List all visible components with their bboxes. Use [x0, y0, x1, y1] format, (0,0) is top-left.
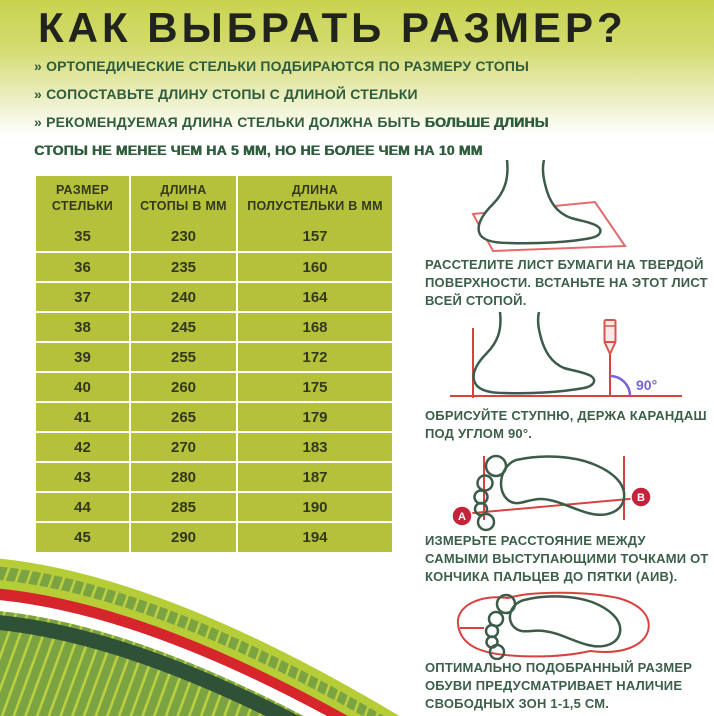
cell-foot-length: 260	[129, 371, 238, 403]
cell-foot-length: 255	[129, 341, 238, 373]
cell-size: 40	[36, 371, 131, 403]
swoosh-band-chartreuse	[0, 580, 363, 716]
column-header-half-insole-length: ДЛИНА ПОЛУСТЕЛЬКИ В ММ	[236, 176, 392, 222]
angle-arc	[609, 374, 632, 397]
foot-with-pencil-icon: 90°	[450, 312, 682, 398]
column-header-foot-length: ДЛИНА СТОПЫ В ММ	[129, 176, 238, 222]
cell-half-insole: 190	[236, 491, 392, 523]
table-row: 44 285 190	[36, 491, 392, 523]
foot-on-paper-icon	[471, 160, 627, 252]
cell-size: 42	[36, 431, 131, 463]
cell-half-insole: 164	[236, 281, 392, 313]
cell-size: 36	[36, 251, 131, 283]
cell-half-insole: 175	[236, 371, 392, 403]
cell-size: 43	[36, 461, 131, 493]
bullet-marker: »	[34, 114, 42, 130]
toe-circle	[473, 489, 489, 505]
sole-outline	[508, 595, 622, 648]
footprint-outline	[473, 454, 626, 532]
step-caption-2: ОБРИСУЙТЕ СТУПНЮ, ДЕРЖА КАРАНДАШ ПОД УГЛ…	[425, 408, 707, 441]
table-row: 42 270 183	[36, 431, 392, 463]
cell-size: 45	[36, 521, 131, 552]
table-row: 40 260 175	[36, 371, 392, 403]
step-caption-1: РАССТЕЛИТЕ ЛИСТ БУМАГИ НА ТВЕРДОЙ ПОВЕРХ…	[425, 257, 708, 308]
swoosh-band-dark-green	[0, 615, 299, 716]
point-a-label: А	[458, 511, 466, 523]
cell-size: 41	[36, 401, 131, 433]
step-caption-4: ОПТИМАЛЬНО ПОДОБРАННЫЙ РАЗМЕР ОБУВИ ПРЕД…	[425, 660, 693, 711]
table-row: 35 230 157	[36, 222, 392, 253]
bullet-marker: »	[34, 86, 42, 102]
column-header-insole-size: РАЗМЕР СТЕЛЬКИ	[36, 176, 131, 222]
cell-foot-length: 285	[129, 491, 238, 523]
step-caption-3: ИЗМЕРЬТЕ РАССТОЯНИЕ МЕЖДУ САМЫМИ ВЫСТУПА…	[425, 533, 709, 584]
pencil-icon	[603, 319, 617, 355]
table-row: 45 290 194	[36, 521, 392, 552]
table-row: 41 265 179	[36, 401, 392, 433]
cell-foot-length: 240	[129, 281, 238, 313]
bullet-text: СОПОСТАВЬТЕ ДЛИНУ СТОПЫ С ДЛИНОЙ СТЕЛЬКИ	[46, 86, 418, 102]
cell-half-insole: 179	[236, 401, 392, 433]
cell-half-insole: 183	[236, 431, 392, 463]
toe-circle	[484, 623, 500, 639]
table-row: 43 280 187	[36, 461, 392, 493]
bullet-line-3: » РЕКОМЕНДУЕМАЯ ДЛИНА СТЕЛЬКИ ДОЛЖНА БЫТ…	[34, 108, 594, 164]
bullet-text: РЕКОМЕНДУЕМАЯ ДЛИНА СТЕЛЬКИ ДОЛЖНА БЫТЬ	[46, 114, 425, 130]
footprint-measure-icon: А В	[451, 454, 652, 532]
point-a-badge: А	[451, 505, 473, 527]
footprint-outline	[484, 593, 622, 660]
cell-half-insole: 194	[236, 521, 392, 552]
point-b-badge: В	[630, 486, 652, 508]
bullet-text: ОРТОПЕДИЧЕСКИЕ СТЕЛЬКИ ПОДБИРАЮТСЯ ПО РА…	[46, 58, 530, 74]
cell-foot-length: 235	[129, 251, 238, 283]
cell-size: 39	[36, 341, 131, 373]
shoe-outline	[456, 591, 650, 658]
cell-size: 37	[36, 281, 131, 313]
swoosh-band-red	[0, 588, 348, 716]
table-row: 36 235 160	[36, 251, 392, 283]
size-table: РАЗМЕР СТЕЛЬКИ ДЛИНА СТОПЫ В ММ ДЛИНА ПО…	[36, 176, 392, 552]
cell-half-insole: 172	[236, 341, 392, 373]
cell-size: 35	[36, 222, 131, 253]
intro-bullets: » ОРТОПЕДИЧЕСКИЕ СТЕЛЬКИ ПОДБИРАЮТСЯ ПО …	[34, 52, 594, 164]
cell-half-insole: 168	[236, 311, 392, 343]
bullet-line-1: » ОРТОПЕДИЧЕСКИЕ СТЕЛЬКИ ПОДБИРАЮТСЯ ПО …	[34, 52, 594, 80]
cell-foot-length: 265	[129, 401, 238, 433]
size-table-body: 35 230 157 36 235 160 37 240 164 38 245 168 39 25…	[36, 222, 392, 552]
cell-foot-length: 270	[129, 431, 238, 463]
cell-half-insole: 187	[236, 461, 392, 493]
table-row: 39 255 172	[36, 341, 392, 373]
cell-half-insole: 160	[236, 251, 392, 283]
page-title: КАК ВЫБРАТЬ РАЗМЕР?	[38, 4, 627, 51]
bullet-line-2: » СОПОСТАВЬТЕ ДЛИНУ СТОПЫ С ДЛИНОЙ СТЕЛЬ…	[34, 80, 594, 108]
toe-circle	[488, 643, 506, 660]
angle-label: 90°	[636, 377, 657, 393]
bullet-text-bold: БОЛЬШЕ ДЛИНЫ	[424, 114, 549, 130]
decorative-swoosh	[0, 558, 400, 716]
cell-foot-length: 245	[129, 311, 238, 343]
cell-foot-length: 290	[129, 521, 238, 552]
cell-foot-length: 280	[129, 461, 238, 493]
cell-size: 44	[36, 491, 131, 523]
footprint-in-shoe-icon	[456, 591, 650, 660]
foot-side-outline	[477, 160, 602, 245]
cell-half-insole: 157	[236, 222, 392, 253]
header-gradient	[0, 0, 714, 135]
toe-circle	[476, 512, 496, 532]
point-b-label: В	[637, 492, 645, 504]
sole-outline	[499, 455, 626, 516]
cell-size: 38	[36, 311, 131, 343]
length-line	[461, 497, 641, 515]
bullet-marker: »	[34, 58, 42, 74]
cell-foot-length: 230	[129, 222, 238, 253]
table-header-row: РАЗМЕР СТЕЛЬКИ ДЛИНА СТОПЫ В ММ ДЛИНА ПО…	[36, 176, 392, 222]
table-row: 38 245 168	[36, 311, 392, 343]
swoosh-band-chartreuse-thin	[0, 558, 400, 716]
size-table-header: РАЗМЕР СТЕЛЬКИ ДЛИНА СТОПЫ В ММ ДЛИНА ПО…	[36, 176, 392, 222]
table-row: 37 240 164	[36, 281, 392, 313]
bullet-text-bold: СТОПЫ НЕ МЕНЕЕ ЧЕМ НА 5 ММ, НО НЕ БОЛЕЕ …	[34, 142, 483, 158]
foot-side-outline	[472, 312, 596, 395]
swoosh-band-white	[0, 600, 327, 716]
